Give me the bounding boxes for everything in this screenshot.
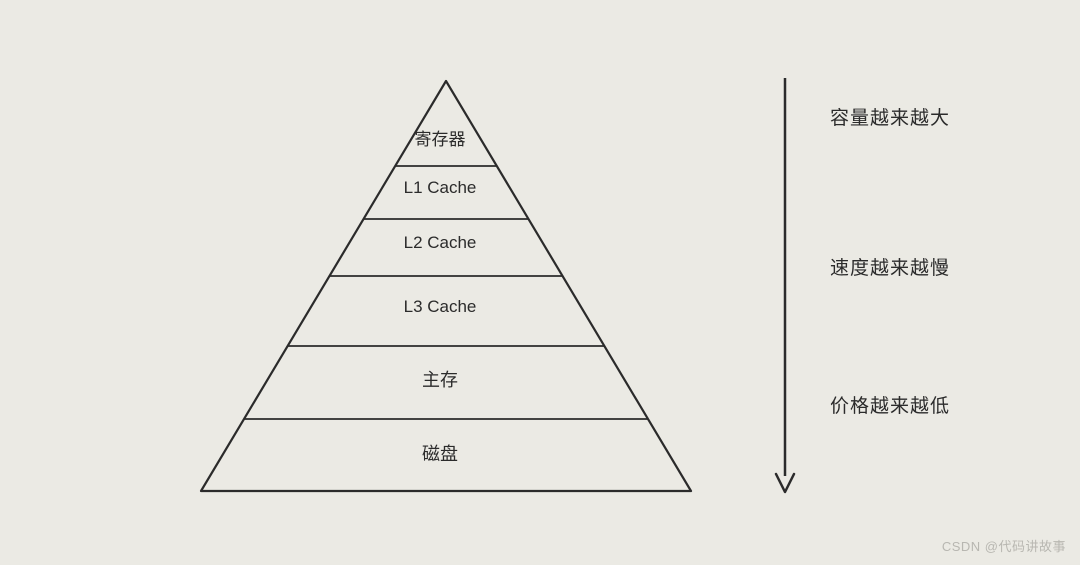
annotation-label: 速度越来越慢 bbox=[830, 253, 950, 280]
arrow-svg bbox=[770, 78, 800, 500]
watermark-text: CSDN @代码讲故事 bbox=[942, 536, 1066, 555]
downward-arrow bbox=[770, 78, 800, 505]
diagram-container: 寄存器L1 CacheL2 CacheL3 Cache主存磁盘 容量越来越大速度… bbox=[0, 0, 1080, 565]
memory-hierarchy-pyramid: 寄存器L1 CacheL2 CacheL3 Cache主存磁盘 bbox=[195, 75, 697, 497]
annotation-label: 价格越来越低 bbox=[830, 391, 950, 418]
pyramid-svg bbox=[195, 75, 697, 497]
annotation-label: 容量越来越大 bbox=[830, 103, 950, 130]
